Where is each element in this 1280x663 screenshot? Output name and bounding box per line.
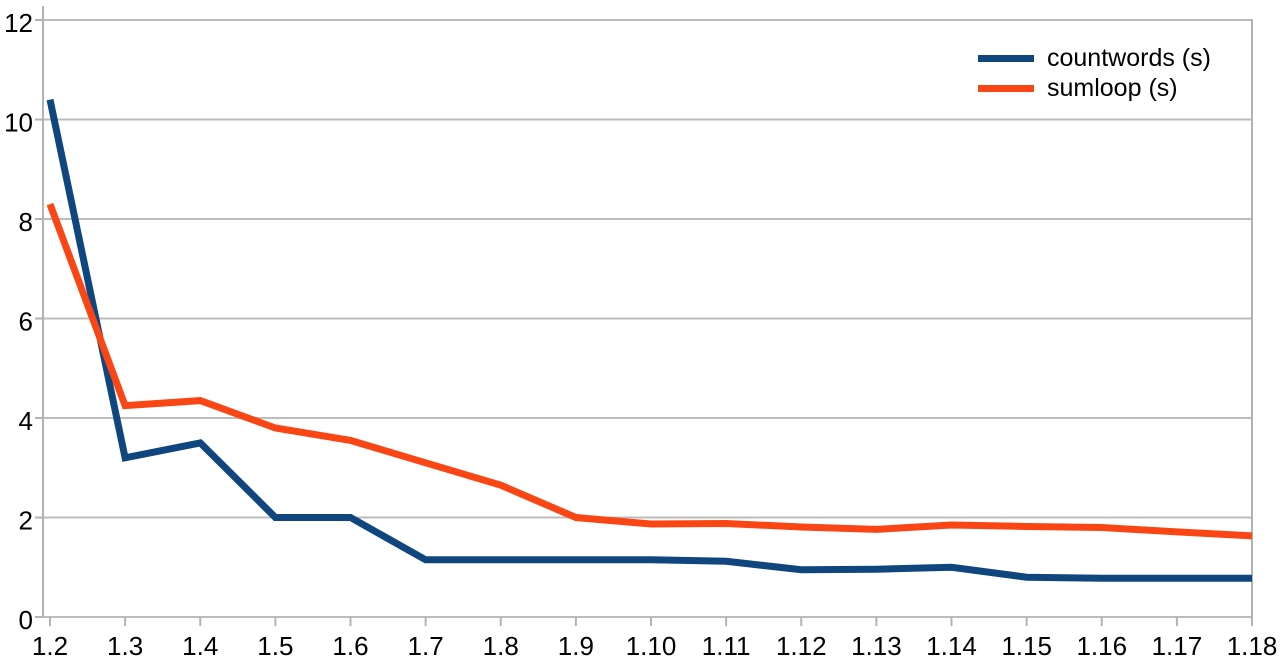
x-tick-label: 1.15 [1001, 631, 1052, 661]
x-tick-label: 1.4 [182, 631, 218, 661]
y-tick-label: 4 [19, 406, 33, 436]
x-tick-label: 1.2 [32, 631, 68, 661]
y-tick-label: 8 [19, 207, 33, 237]
y-tick-label: 2 [19, 506, 33, 536]
y-tick-label: 12 [4, 8, 33, 38]
x-tick-label: 1.10 [626, 631, 677, 661]
legend-item-sumloop: sumloop (s) [978, 73, 1211, 103]
y-tick-label: 0 [19, 605, 33, 635]
sumloop-series-swatch [978, 84, 1034, 92]
legend-item-countwords: countwords (s) [978, 43, 1211, 73]
y-tick-label: 6 [19, 307, 33, 337]
series-line-sumloop-s [46, 202, 1253, 540]
series-line-countwords-s [46, 98, 1252, 582]
x-tick-label: 1.16 [1076, 631, 1127, 661]
chart-legend: countwords (s) sumloop (s) [978, 43, 1211, 103]
x-tick-label: 1.8 [483, 631, 519, 661]
x-tick-label: 1.14 [926, 631, 977, 661]
y-tick-label: 10 [4, 108, 33, 138]
countwords-series-swatch [978, 54, 1034, 62]
countwords-legend-label: countwords (s) [1047, 43, 1211, 72]
x-tick-label: 1.7 [408, 631, 444, 661]
x-tick-label: 1.17 [1152, 631, 1203, 661]
x-tick-label: 1.12 [776, 631, 827, 661]
x-tick-label: 1.13 [851, 631, 902, 661]
x-tick-label: 1.6 [332, 631, 368, 661]
x-tick-label: 1.18 [1227, 631, 1278, 661]
sumloop-legend-label: sumloop (s) [1047, 73, 1178, 102]
x-tick-label: 1.3 [107, 631, 143, 661]
x-tick-label: 1.11 [702, 631, 751, 661]
x-tick-label: 1.9 [558, 631, 594, 661]
x-tick-label: 1.5 [257, 631, 293, 661]
